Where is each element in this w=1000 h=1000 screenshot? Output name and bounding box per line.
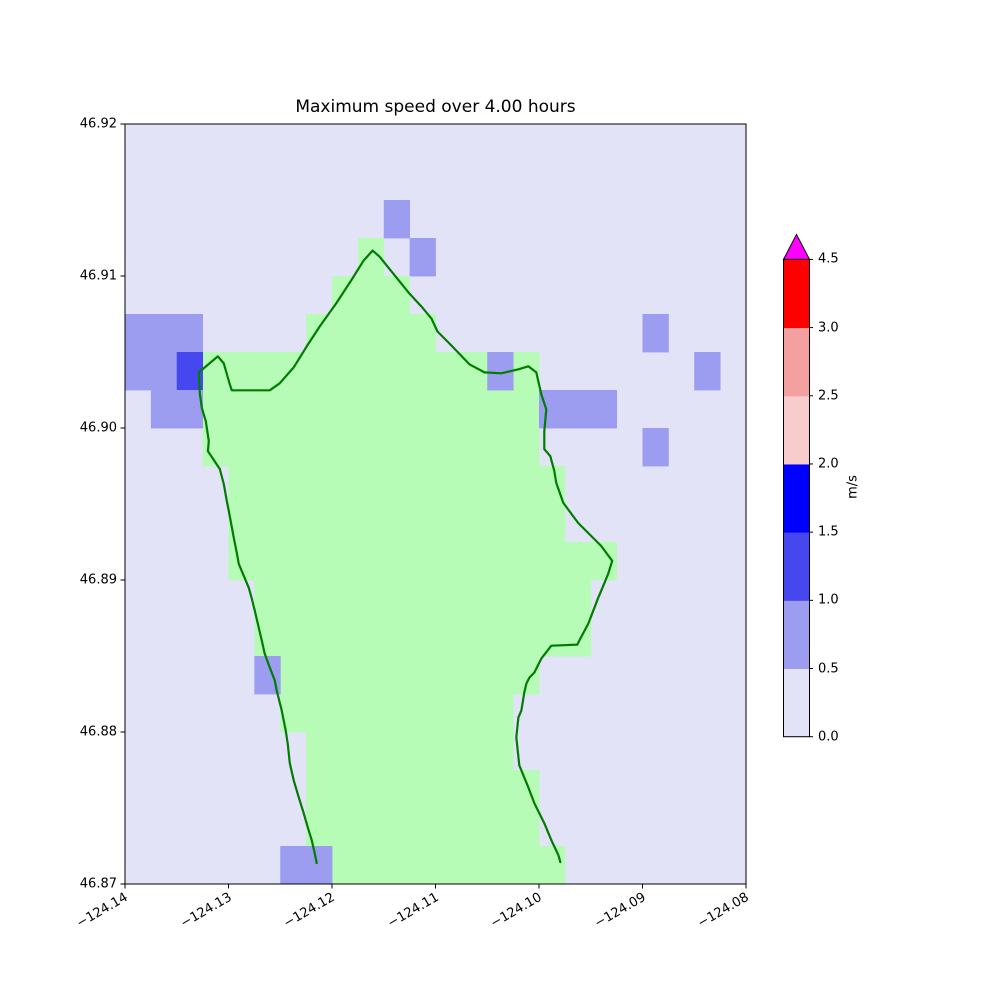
y-tick-label: 46.90	[79, 420, 117, 436]
colorbar-tick-label: 1.0	[818, 592, 839, 608]
colorbar-segment	[783, 600, 810, 670]
land-cells	[280, 656, 540, 695]
speed-cell	[150, 352, 178, 391]
colorbar-tick-label: 2.0	[818, 456, 839, 472]
land-cells	[254, 580, 592, 619]
y-tick-label: 46.89	[79, 572, 117, 588]
colorbar-segment	[783, 327, 810, 397]
land-cells	[228, 542, 618, 581]
colorbar-tick-label: 3.0	[818, 320, 839, 336]
speed-cell	[590, 390, 618, 429]
colorbar-tick-label: 2.5	[818, 388, 839, 404]
land-cells	[306, 770, 540, 809]
land-cells	[332, 276, 411, 315]
coastline	[197, 249, 614, 865]
colorbar-frame	[783, 258, 810, 738]
speed-cell	[125, 352, 152, 391]
colorbar-segment	[783, 668, 810, 738]
colorbar-tick-label: 0.5	[818, 661, 839, 676]
colorbar-segment	[783, 395, 810, 465]
speed-cell	[539, 390, 566, 429]
speed-cell	[150, 390, 178, 429]
colorbar-segment	[783, 259, 810, 329]
speed-cell	[150, 314, 178, 353]
colorbar-tick-label: 4.5	[818, 251, 839, 267]
colorbar-segment	[783, 463, 810, 533]
colorbar-segment	[783, 532, 810, 601]
colorbar-tick-label: 0.0	[818, 729, 839, 745]
speed-cell	[642, 428, 669, 467]
land-cells	[202, 390, 540, 429]
land-cells	[202, 352, 488, 391]
colorbar-over-arrow	[782, 233, 811, 260]
speed-cell	[383, 200, 411, 239]
speed-cell	[306, 846, 333, 885]
land-cells	[280, 694, 514, 733]
land-cells	[202, 428, 540, 467]
land-cells	[332, 846, 566, 885]
speed-cell	[176, 314, 204, 353]
land-cells	[228, 466, 566, 505]
plot-title: Maximum speed over 4.00 hours	[295, 97, 576, 117]
speed-cell	[280, 846, 307, 885]
land-cells	[228, 504, 566, 543]
y-tick-label: 46.91	[79, 268, 117, 284]
speed-cell	[409, 238, 436, 277]
land-cells	[306, 808, 540, 847]
speed-cell	[564, 390, 592, 429]
land-cells	[306, 314, 436, 353]
speed-cell	[642, 314, 669, 353]
y-tick-label: 46.87	[79, 876, 117, 892]
y-tick-label: 46.88	[79, 724, 117, 740]
speed-cell	[694, 352, 721, 391]
land-cells	[306, 732, 514, 771]
colorbar-unit-label: m/s	[845, 475, 861, 499]
colorbar-tick-label: 1.5	[818, 524, 839, 540]
speed-cell	[176, 390, 204, 429]
speed-cell	[125, 314, 152, 353]
land-cells	[254, 618, 592, 657]
y-tick-label: 46.92	[79, 116, 117, 132]
